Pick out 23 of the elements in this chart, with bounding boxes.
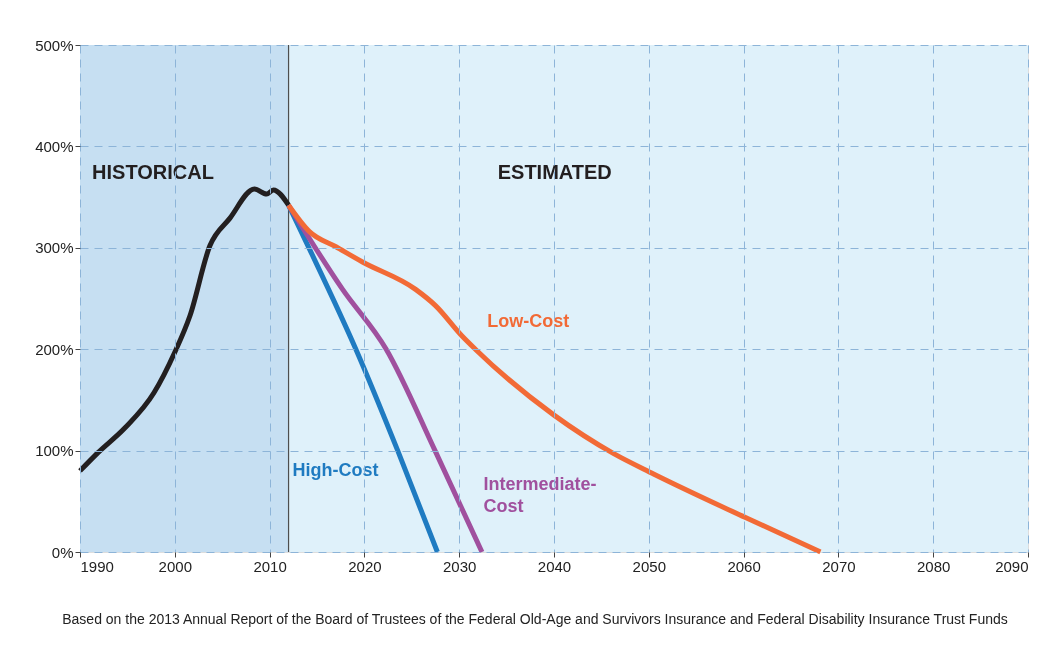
series-label: Low-Cost bbox=[487, 311, 570, 332]
y-tick-label: 0% bbox=[51, 543, 74, 561]
series-label: Intermediate-Cost bbox=[483, 473, 597, 516]
text: Based on the 2013 Annual Report of the Board of Trustees of the Federal Old-Age and Survivors Insurance and Federal Disability Insurance Trust Funds bbox=[62, 611, 1008, 627]
y-tick-label: 500% bbox=[35, 36, 74, 54]
x-tick-label: 2020 bbox=[348, 557, 382, 575]
series-label: High-Cost bbox=[292, 459, 379, 480]
y-tick-label: 100% bbox=[35, 442, 74, 460]
y-tick-label: 200% bbox=[35, 340, 74, 358]
x-tick-label: 2040 bbox=[537, 557, 572, 575]
band-label: HISTORICAL bbox=[92, 161, 214, 183]
band-label: ESTIMATED bbox=[497, 161, 612, 183]
x-tick-label: 2000 bbox=[158, 557, 192, 575]
x-tick-label: 2060 bbox=[727, 557, 761, 575]
x-tick-label: 2030 bbox=[443, 557, 477, 575]
x-tick-label: 2010 bbox=[253, 557, 287, 575]
x-tick-label: 2080 bbox=[917, 557, 951, 575]
y-tick-label: 400% bbox=[35, 137, 74, 155]
y-tick-label: 300% bbox=[35, 239, 74, 257]
x-tick-label: 2050 bbox=[632, 557, 666, 575]
x-tick-label: 1990 bbox=[80, 557, 114, 575]
x-tick-label: 2090 bbox=[995, 557, 1029, 575]
x-tick-label: 2070 bbox=[822, 557, 856, 575]
